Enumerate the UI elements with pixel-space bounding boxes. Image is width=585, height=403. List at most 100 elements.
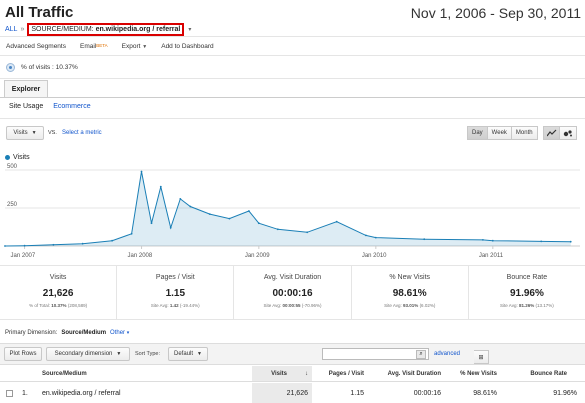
- month-button[interactable]: Month: [511, 126, 538, 140]
- motion-chart-icon[interactable]: [560, 126, 577, 140]
- chevron-down-icon: ▼: [142, 43, 148, 50]
- subtab-ecommerce[interactable]: Ecommerce: [53, 103, 91, 110]
- sort-type-dropdown[interactable]: Default ▼: [168, 347, 208, 361]
- data-point: [23, 244, 26, 247]
- row-index: 1.: [22, 389, 28, 397]
- vs-label: VS.: [48, 130, 57, 136]
- data-point: [491, 239, 494, 242]
- select-metric-link[interactable]: Select a metric: [62, 130, 102, 136]
- x-tick-label: Jan 2007: [11, 253, 36, 259]
- stat-label: Pages / Visit: [117, 274, 233, 281]
- breadcrumb-all-link[interactable]: ALL: [5, 26, 18, 33]
- chevron-down-icon: ▼: [116, 351, 122, 357]
- stat-sub-label: Site Avg:: [150, 303, 169, 308]
- header-bounce-rate[interactable]: Bounce Rate: [530, 370, 567, 377]
- segment-indicator: % of visits : 10.37%: [6, 63, 78, 72]
- chevron-down-icon[interactable]: ▾: [188, 27, 192, 33]
- breadcrumb-filter-value: en.wikipedia.org / referral: [95, 26, 181, 33]
- stat-label-text: Avg. Visit Duration: [263, 274, 322, 281]
- data-point: [276, 228, 279, 231]
- plot-rows-button[interactable]: Plot Rows: [4, 347, 42, 361]
- primary-dimension-other-label: Other: [110, 330, 126, 336]
- stat-value: 00:00:16: [272, 288, 313, 299]
- stat-label: Bounce Rate: [469, 274, 585, 281]
- table-toolbar: Plot Rows Secondary dimension ▼ Sort Typ…: [0, 343, 585, 365]
- breadcrumb: ALL » SOURCE/MEDIUM: en.wikipedia.org / …: [5, 23, 191, 36]
- chevron-down-icon: ▾: [126, 330, 130, 336]
- stat-label: % New Visits: [352, 274, 468, 281]
- stat-label: Visits: [0, 274, 116, 281]
- stat-label-text: Pages / Visit: [155, 274, 195, 281]
- header-avg-duration[interactable]: Avg. Visit Duration: [387, 370, 441, 377]
- stat-label-text: Bounce Rate: [506, 274, 548, 281]
- stat-sub-value: 81.26%: [518, 303, 535, 308]
- breadcrumb-filter-key: SOURCE/MEDIUM:: [31, 26, 94, 33]
- secondary-dimension-label: Secondary dimension: [54, 351, 113, 357]
- stat-value: 98.61%: [392, 288, 427, 299]
- week-button[interactable]: Week: [487, 126, 512, 140]
- y-tick-label: 250: [7, 202, 18, 208]
- header-checkbox-cell: [6, 366, 16, 381]
- chart-type-toggle: [543, 126, 577, 140]
- row-source-medium[interactable]: en.wikipedia.org / referral: [42, 389, 121, 397]
- metric-dropdown[interactable]: Visits ▼: [6, 126, 44, 140]
- header-source-medium[interactable]: Source/Medium: [42, 370, 87, 377]
- data-point: [179, 198, 182, 200]
- header-visits[interactable]: Visits ↓: [252, 366, 312, 381]
- beta-badge: BETA: [96, 42, 108, 48]
- divider: [0, 78, 585, 79]
- line-chart-icon[interactable]: [543, 126, 560, 140]
- primary-dimension-other[interactable]: Other ▾: [110, 330, 129, 336]
- stat-sub-extra: (13.17%): [535, 303, 554, 308]
- stat-sub-value: 1.42: [169, 303, 179, 308]
- advanced-segments-button[interactable]: Advanced Segments: [6, 42, 66, 50]
- stat-sub: Site Avg: 00:00:55 (-70.96%): [234, 303, 350, 308]
- row-checkbox-cell: [6, 383, 13, 403]
- chevron-down-icon: ▼: [197, 351, 202, 357]
- data-point: [130, 232, 133, 235]
- segment-pie-icon: [6, 63, 15, 72]
- subtab-site-usage[interactable]: Site Usage: [9, 103, 44, 110]
- export-button[interactable]: Export ▼: [122, 43, 148, 50]
- data-point: [159, 185, 162, 188]
- row-checkbox[interactable]: [6, 389, 13, 397]
- add-to-dashboard-button[interactable]: Add to Dashboard: [161, 42, 214, 50]
- stat-card: Visits 21,626 % of Total: 10.37% (208,589): [0, 266, 118, 319]
- series-area: [5, 171, 571, 246]
- page-title: All Traffic: [5, 4, 74, 21]
- x-tick-label: Jan 2008: [128, 253, 153, 259]
- x-tick-label: Jan 2009: [245, 253, 270, 259]
- breadcrumb-filter[interactable]: SOURCE/MEDIUM: en.wikipedia.org / referr…: [27, 23, 185, 36]
- sort-type-value: Default: [174, 351, 194, 357]
- data-point: [257, 222, 260, 225]
- x-tick-label: Jan 2010: [362, 253, 387, 259]
- divider: [0, 118, 585, 119]
- stat-sub-label: Site Avg:: [384, 303, 402, 308]
- advanced-filter-link[interactable]: advanced: [434, 351, 461, 357]
- header-new-visits[interactable]: % New Visits: [460, 370, 497, 377]
- primary-dimension-current[interactable]: Source/Medium: [61, 330, 107, 336]
- pivot-view-icon[interactable]: ⊞: [474, 350, 489, 364]
- table-search-input[interactable]: ⌕: [322, 348, 429, 360]
- email-button[interactable]: EmailBETA: [80, 43, 108, 50]
- stat-sub-extra: (-70.96%): [301, 303, 322, 308]
- secondary-dimension-dropdown[interactable]: Secondary dimension ▼: [46, 347, 130, 361]
- table-header: Source/Medium Visits ↓ Pages / Visit Avg.…: [0, 366, 585, 382]
- visits-chart[interactable]: 500 250 Jan 2007 Jan 2008 Jan 2009 Jan 2010 Ja…: [0, 162, 585, 262]
- stat-card: Bounce Rate 91.96% Site Avg: 81.26% (13.17…: [469, 266, 585, 319]
- tab-explorer[interactable]: Explorer: [4, 80, 48, 98]
- stat-sub-extra: (6.02%): [419, 303, 436, 308]
- data-point: [189, 205, 192, 208]
- header-pages-visit[interactable]: Pages / Visit: [328, 370, 364, 377]
- search-icon[interactable]: ⌕: [416, 349, 426, 359]
- scorecard: Visits 21,626 % of Total: 10.37% (208,589)…: [0, 265, 585, 320]
- data-point: [306, 231, 309, 234]
- day-button[interactable]: Day: [467, 126, 488, 140]
- date-range-selector[interactable]: Nov 1, 2006 - Sep 30, 2011: [410, 5, 581, 21]
- granularity-toggle: Day Week Month: [467, 126, 538, 140]
- x-tick-label: Jan 2011: [479, 253, 504, 259]
- legend-label: Visits: [13, 154, 30, 161]
- row-pages-visit: 1.15: [350, 389, 364, 397]
- data-point: [111, 239, 113, 242]
- stat-sub-value: 93.01%: [403, 303, 419, 308]
